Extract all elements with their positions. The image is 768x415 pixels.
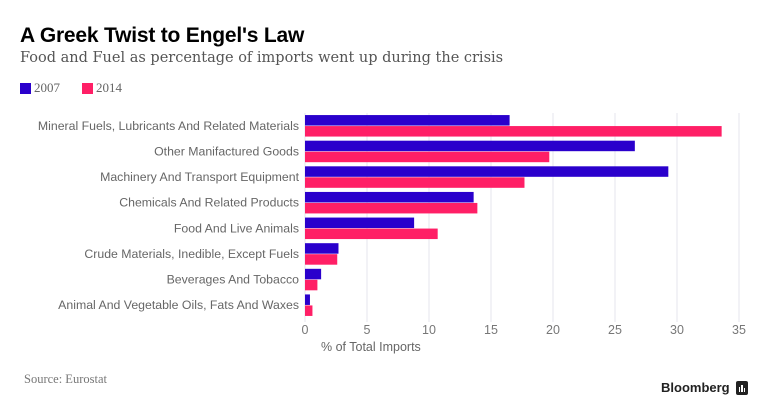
legend-item-2007: 2007 bbox=[20, 80, 60, 96]
bar-2014 bbox=[305, 151, 550, 163]
bar-2014 bbox=[305, 177, 525, 188]
bar-2007 bbox=[305, 294, 310, 305]
category-label: Animal And Vegetable Oils, Fats And Waxe… bbox=[58, 298, 299, 312]
source-note: Source: Eurostat bbox=[24, 372, 107, 386]
x-tick-label: 35 bbox=[732, 323, 746, 337]
bar-2007 bbox=[305, 268, 322, 280]
category-label: Other Manifactured Goods bbox=[154, 144, 299, 158]
bloomberg-chart-icon bbox=[735, 380, 748, 395]
bar-2007 bbox=[305, 140, 635, 152]
legend-label-2014: 2014 bbox=[96, 80, 122, 95]
bar-2007 bbox=[305, 217, 415, 229]
legend: 2007 2014 bbox=[20, 80, 122, 96]
category-label: Food And Live Animals bbox=[174, 221, 299, 235]
x-tick-label: 20 bbox=[546, 323, 560, 337]
bar-2014 bbox=[305, 126, 722, 137]
x-tick-label: 5 bbox=[364, 323, 371, 337]
bar-2014 bbox=[305, 228, 438, 240]
category-label: Machinery And Transport Equipment bbox=[100, 170, 299, 184]
bar-2014 bbox=[305, 202, 478, 214]
legend-swatch-2007 bbox=[20, 82, 31, 94]
x-tick-label: 10 bbox=[422, 323, 436, 337]
bar-2014 bbox=[305, 254, 338, 265]
brand-name: Bloomberg bbox=[661, 380, 730, 395]
x-tick-label: 15 bbox=[484, 323, 498, 337]
category-label: Chemicals And Related Products bbox=[119, 196, 299, 210]
legend-item-2014: 2014 bbox=[82, 80, 122, 96]
x-tick-label: 0 bbox=[302, 323, 309, 337]
brand-logo: Bloomberg bbox=[661, 380, 748, 395]
legend-swatch-2014 bbox=[82, 82, 93, 94]
chart-title: A Greek Twist to Engel's Law bbox=[20, 24, 305, 47]
category-label: Beverages And Tobacco bbox=[167, 273, 300, 287]
chart-subtitle: Food and Fuel as percentage of imports w… bbox=[20, 50, 504, 66]
bar-2007 bbox=[305, 166, 669, 177]
x-axis-label: % of Total Imports bbox=[321, 340, 421, 354]
bar-2007 bbox=[305, 115, 510, 126]
x-tick-label: 30 bbox=[670, 323, 684, 337]
bar-2014 bbox=[305, 279, 318, 291]
x-tick-label: 25 bbox=[608, 323, 622, 337]
bar-2014 bbox=[305, 305, 313, 316]
category-label: Crude Materials, Inedible, Except Fuels bbox=[84, 247, 299, 261]
category-label: Mineral Fuels, Lubricants And Related Ma… bbox=[38, 119, 299, 133]
bar-2007 bbox=[305, 191, 474, 203]
bar-2007 bbox=[305, 243, 339, 254]
legend-label-2007: 2007 bbox=[34, 80, 60, 95]
